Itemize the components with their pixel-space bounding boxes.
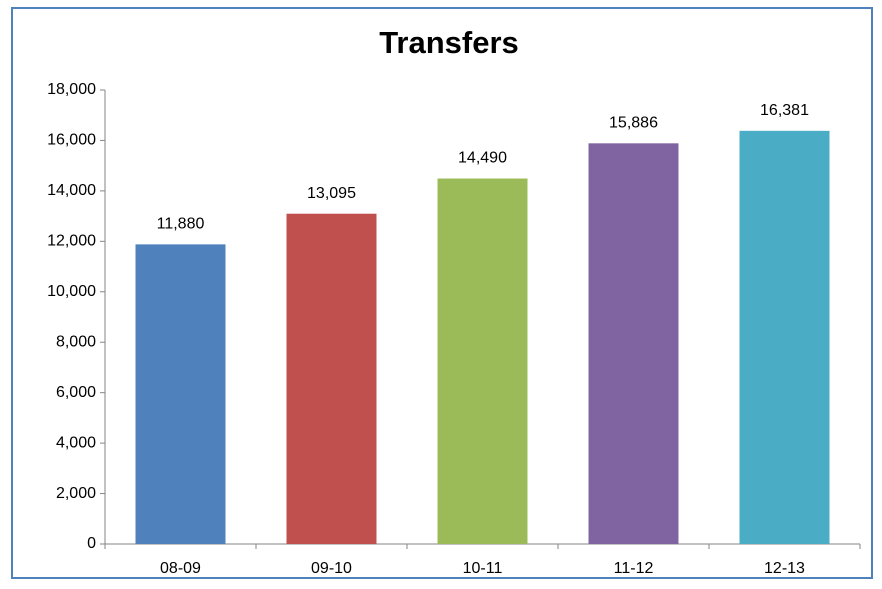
y-tick-label: 14,000 bbox=[47, 182, 96, 199]
data-label: 13,095 bbox=[307, 185, 356, 202]
bar bbox=[739, 130, 830, 544]
data-label: 11,880 bbox=[157, 216, 205, 233]
data-label: 16,381 bbox=[760, 102, 809, 119]
bar bbox=[588, 143, 679, 545]
y-tick-label: 12,000 bbox=[47, 233, 96, 250]
bar bbox=[286, 213, 377, 544]
data-label: 14,490 bbox=[458, 150, 507, 167]
y-tick-label: 16,000 bbox=[47, 132, 96, 149]
y-tick-label: 2,000 bbox=[56, 485, 96, 502]
y-tick-label: 10,000 bbox=[47, 283, 96, 300]
y-tick-label: 0 bbox=[87, 535, 96, 552]
x-tick-label: 08-09 bbox=[160, 560, 201, 577]
y-tick-label: 6,000 bbox=[56, 384, 96, 401]
bar bbox=[135, 244, 226, 545]
data-label: 15,886 bbox=[609, 115, 658, 132]
y-tick-label: 8,000 bbox=[56, 333, 96, 350]
x-tick-label: 10-11 bbox=[463, 560, 503, 577]
y-tick-label: 18,000 bbox=[47, 81, 96, 98]
x-tick-label: 11-12 bbox=[614, 560, 654, 577]
bar bbox=[437, 178, 528, 544]
x-tick-label: 09-10 bbox=[311, 560, 352, 577]
chart-title: Transfers bbox=[379, 25, 519, 60]
y-tick-label: 4,000 bbox=[56, 434, 96, 451]
x-tick-label: 12-13 bbox=[764, 560, 805, 577]
